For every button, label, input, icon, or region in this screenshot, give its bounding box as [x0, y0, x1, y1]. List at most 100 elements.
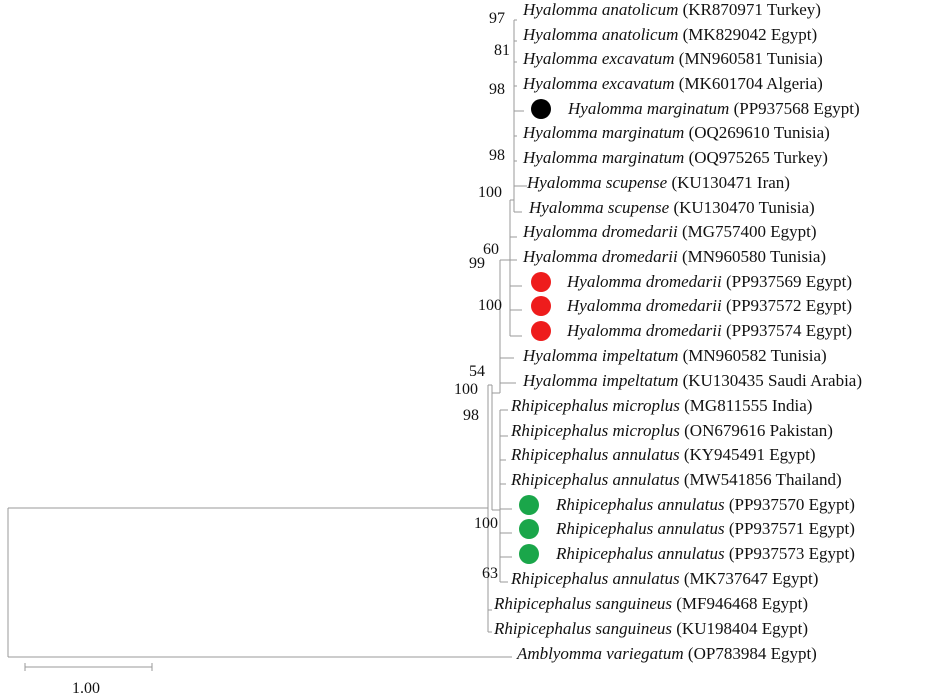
taxon-label: Hyalomma scupense (KU130471 Iran) [526, 173, 790, 192]
taxon-accession: (KU130470 Tunisia) [669, 198, 814, 217]
taxon-species: Rhipicephalus sanguineus [493, 619, 672, 638]
taxon-accession: (OQ975265 Turkey) [684, 148, 828, 167]
tree-branches [7, 19, 527, 658]
taxon-accession: (MN960580 Tunisia) [678, 247, 826, 266]
impeltatum-branch [499, 357, 516, 384]
green-marker-dot [519, 495, 539, 515]
taxon-accession: (PP937574 Egypt) [722, 321, 852, 340]
taxon-species: Rhipicephalus microplus [510, 421, 680, 440]
taxon-accession: (MF946468 Egypt) [672, 594, 808, 613]
black-marker-dot [531, 99, 551, 119]
taxon-accession: (KU130471 Iran) [667, 173, 790, 192]
taxon-species: Rhipicephalus annulatus [555, 495, 725, 514]
taxon-species: Hyalomma scupense [526, 173, 668, 192]
taxon-label: Hyalomma marginatum (OQ269610 Tunisia) [522, 123, 830, 142]
taxon-species: Rhipicephalus sanguineus [493, 594, 672, 613]
green-marker-dot [519, 519, 539, 539]
taxon-species: Hyalomma marginatum [522, 123, 684, 142]
taxon-label: Rhipicephalus microplus (MG811555 India) [510, 396, 812, 415]
taxon-accession: (PP937573 Egypt) [725, 544, 855, 563]
root-branch [7, 507, 512, 658]
taxon-accession: (KY945491 Egypt) [680, 445, 816, 464]
taxon-label: Rhipicephalus sanguineus (KU198404 Egypt… [493, 619, 808, 638]
taxon-species: Hyalomma scupense [528, 198, 670, 217]
taxon-accession: (MK829042 Egypt) [678, 25, 817, 44]
taxon-label: Rhipicephalus annulatus (MK737647 Egypt) [510, 569, 818, 588]
red-marker-dot [531, 296, 551, 316]
ingroup-spine-branch [487, 385, 492, 633]
taxon-species: Rhipicephalus microplus [510, 396, 680, 415]
scupense-branch [514, 185, 527, 213]
bootstrap-value: 60 [483, 241, 499, 258]
taxon-label: Hyalomma impeltatum (MN960582 Tunisia) [522, 346, 827, 365]
taxon-label: Hyalomma dromedarii (MG757400 Egypt) [522, 222, 817, 241]
bootstrap-value: 100 [478, 297, 502, 314]
taxon-label: Hyalomma marginatum (PP937568 Egypt) [567, 99, 860, 118]
taxon-label: Rhipicephalus annulatus (PP937570 Egypt) [555, 495, 855, 514]
taxon-label: Rhipicephalus sanguineus (MF946468 Egypt… [493, 594, 808, 613]
taxon-species: Hyalomma marginatum [567, 99, 729, 118]
taxon-label: Hyalomma excavatum (MK601704 Algeria) [522, 74, 823, 93]
taxon-species: Rhipicephalus annulatus [555, 519, 725, 538]
bootstrap-value: 97 [489, 10, 505, 27]
taxon-species: Hyalomma dromedarii [522, 247, 678, 266]
taxon-species: Hyalomma dromedarii [566, 272, 722, 291]
taxon-label: Rhipicephalus annulatus (PP937571 Egypt) [555, 519, 855, 538]
taxon-species: Amblyomma variegatum [516, 644, 684, 663]
taxon-accession: (MG811555 India) [680, 396, 813, 415]
hyalomma-clade-branch [492, 260, 501, 394]
taxon-label: Rhipicephalus annulatus (PP937573 Egypt) [555, 544, 855, 563]
taxon-species: Hyalomma impeltatum [522, 371, 678, 390]
taxon-species: Rhipicephalus annulatus [555, 544, 725, 563]
taxon-accession: (KU130435 Saudi Arabia) [678, 371, 862, 390]
green-marker-dot [519, 544, 539, 564]
bootstrap-value: 98 [489, 81, 505, 98]
taxon-species: Hyalomma anatolicum [522, 25, 678, 44]
bootstrap-value: 100 [454, 381, 478, 398]
taxon-label: Hyalomma scupense (KU130470 Tunisia) [528, 198, 815, 217]
rhipicephalus-clade-branch [499, 409, 512, 583]
taxon-accession: (PP937571 Egypt) [725, 519, 855, 538]
bootstrap-value: 100 [478, 184, 502, 201]
red-marker-dot [531, 321, 551, 341]
bootstrap-value: 81 [494, 42, 510, 59]
taxon-accession: (KR870971 Turkey) [678, 0, 821, 19]
taxon-species: Hyalomma dromedarii [522, 222, 678, 241]
taxon-label: Hyalomma anatolicum (KR870971 Turkey) [522, 0, 821, 19]
taxon-labels: Hyalomma anatolicum (KR870971 Turkey)Hya… [493, 0, 862, 663]
taxon-label: Hyalomma anatolicum (MK829042 Egypt) [522, 25, 817, 44]
taxon-species: Hyalomma excavatum [522, 74, 675, 93]
taxon-species: Hyalomma excavatum [522, 49, 675, 68]
taxon-species: Hyalomma dromedarii [566, 296, 722, 315]
taxon-species: Hyalomma impeltatum [522, 346, 678, 365]
taxon-accession: (MN960582 Tunisia) [678, 346, 826, 365]
scale-bar: 1.00 [24, 663, 153, 697]
taxon-label: Rhipicephalus annulatus (KY945491 Egypt) [510, 445, 816, 464]
taxon-label: Hyalomma dromedarii (PP937574 Egypt) [566, 321, 852, 340]
bootstrap-value: 63 [482, 565, 498, 582]
taxon-accession: (KU198404 Egypt) [672, 619, 808, 638]
taxon-label: Rhipicephalus annulatus (MW541856 Thaila… [510, 470, 842, 489]
taxon-label: Hyalomma dromedarii (MN960580 Tunisia) [522, 247, 826, 266]
taxon-species: Hyalomma dromedarii [566, 321, 722, 340]
taxon-accession: (PP937569 Egypt) [722, 272, 852, 291]
taxon-accession: (PP937570 Egypt) [725, 495, 855, 514]
taxon-accession: (MN960581 Tunisia) [675, 49, 823, 68]
bootstrap-value: 54 [469, 363, 485, 380]
taxon-label: Hyalomma impeltatum (KU130435 Saudi Arab… [522, 371, 862, 390]
taxon-accession: (PP937568 Egypt) [729, 99, 859, 118]
taxon-accession: (OP783984 Egypt) [684, 644, 817, 663]
hyalomma-top-group-branch [513, 19, 517, 212]
taxon-accession: (MW541856 Thailand) [680, 470, 842, 489]
bootstrap-value: 99 [469, 255, 485, 272]
hyalomma-upper-branch [500, 199, 514, 261]
taxon-accession: (ON679616 Pakistan) [680, 421, 833, 440]
taxon-species: Hyalomma marginatum [522, 148, 684, 167]
taxon-label: Hyalomma dromedarii (PP937572 Egypt) [566, 296, 852, 315]
bootstrap-value: 98 [489, 147, 505, 164]
taxon-accession: (MK601704 Algeria) [675, 74, 823, 93]
taxon-label: Rhipicephalus microplus (ON679616 Pakist… [510, 421, 833, 440]
scale-bar-label: 1.00 [72, 680, 100, 697]
